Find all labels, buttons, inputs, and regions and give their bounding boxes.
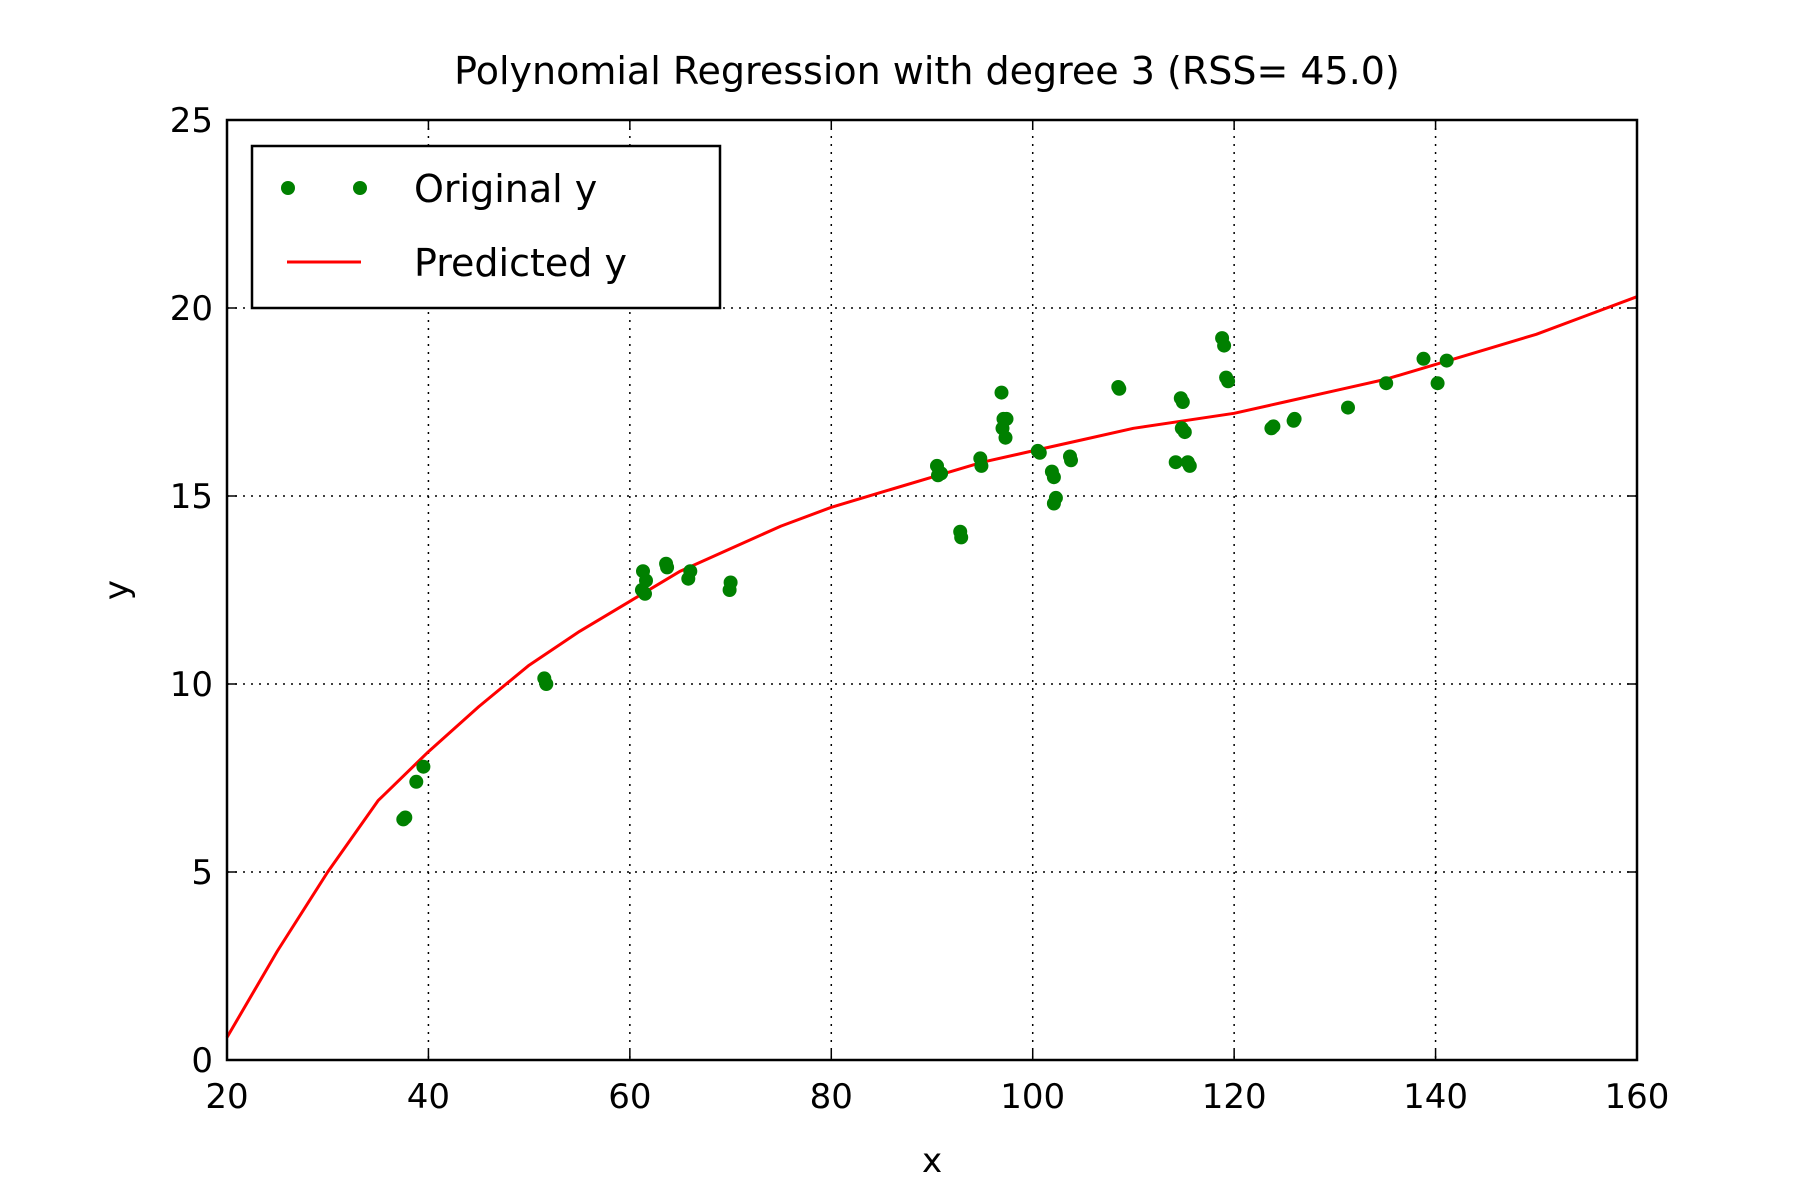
data-point bbox=[1032, 445, 1047, 460]
y-tick-label: 15 bbox=[170, 477, 213, 517]
x-tick-label: 60 bbox=[608, 1077, 651, 1117]
data-point bbox=[998, 430, 1013, 445]
legend: Original y Predicted y bbox=[250, 144, 722, 310]
data-point bbox=[1379, 376, 1394, 391]
y-tick-label: 0 bbox=[191, 1041, 213, 1081]
data-point bbox=[1439, 353, 1454, 368]
data-point bbox=[1416, 351, 1431, 366]
axis-ticks: 20 40 60 80 100 120 140 160 0 5 10 15 20 25 bbox=[170, 101, 1670, 1117]
data-point bbox=[638, 586, 652, 601]
data-point bbox=[1112, 381, 1127, 396]
data-point bbox=[539, 677, 554, 691]
data-point bbox=[1221, 374, 1236, 389]
y-tick-label: 10 bbox=[170, 665, 213, 705]
y-tick-label: 5 bbox=[191, 853, 213, 893]
legend-label-predicted-y: Predicted y bbox=[414, 241, 627, 285]
data-point bbox=[1048, 490, 1063, 505]
data-point bbox=[723, 575, 738, 590]
data-point bbox=[639, 573, 653, 588]
data-point bbox=[398, 810, 413, 825]
legend-marker-original-y bbox=[353, 181, 367, 195]
data-point bbox=[954, 530, 969, 545]
x-tick-label: 120 bbox=[1202, 1077, 1267, 1117]
data-point bbox=[1430, 376, 1445, 391]
data-point bbox=[1177, 425, 1192, 440]
data-point bbox=[1341, 400, 1355, 415]
data-point bbox=[1064, 453, 1078, 468]
data-point bbox=[1287, 411, 1302, 426]
data-point bbox=[934, 466, 949, 481]
data-point bbox=[1266, 419, 1281, 434]
x-tick-label: 100 bbox=[1000, 1077, 1065, 1117]
data-point bbox=[660, 560, 675, 575]
y-axis-label: y bbox=[97, 580, 137, 600]
grid bbox=[227, 120, 1637, 1060]
data-point bbox=[1217, 338, 1232, 353]
chart-title: Polynomial Regression with degree 3 (RSS… bbox=[454, 49, 1400, 93]
x-tick-label: 40 bbox=[407, 1077, 450, 1117]
data-point bbox=[683, 564, 698, 579]
x-tick-label: 140 bbox=[1403, 1077, 1468, 1117]
data-point bbox=[1046, 470, 1061, 485]
legend-marker-original-y bbox=[281, 181, 295, 195]
data-point bbox=[1182, 458, 1197, 473]
x-axis-label: x bbox=[922, 1141, 942, 1181]
x-tick-label: 80 bbox=[810, 1077, 853, 1117]
data-point bbox=[1175, 395, 1190, 409]
y-tick-label: 25 bbox=[170, 101, 213, 141]
data-point bbox=[409, 774, 424, 789]
plot-frame bbox=[225, 118, 1639, 1062]
data-point bbox=[1168, 455, 1183, 470]
y-tick-label: 20 bbox=[170, 289, 213, 329]
x-tick-label: 20 bbox=[205, 1077, 248, 1117]
x-tick-label: 160 bbox=[1605, 1077, 1670, 1117]
legend-box bbox=[250, 144, 722, 310]
series-original-y bbox=[396, 331, 1454, 827]
data-point bbox=[994, 385, 1009, 400]
legend-label-original-y: Original y bbox=[414, 167, 597, 211]
data-point bbox=[974, 458, 989, 473]
data-point bbox=[416, 759, 431, 774]
data-point bbox=[999, 411, 1014, 426]
